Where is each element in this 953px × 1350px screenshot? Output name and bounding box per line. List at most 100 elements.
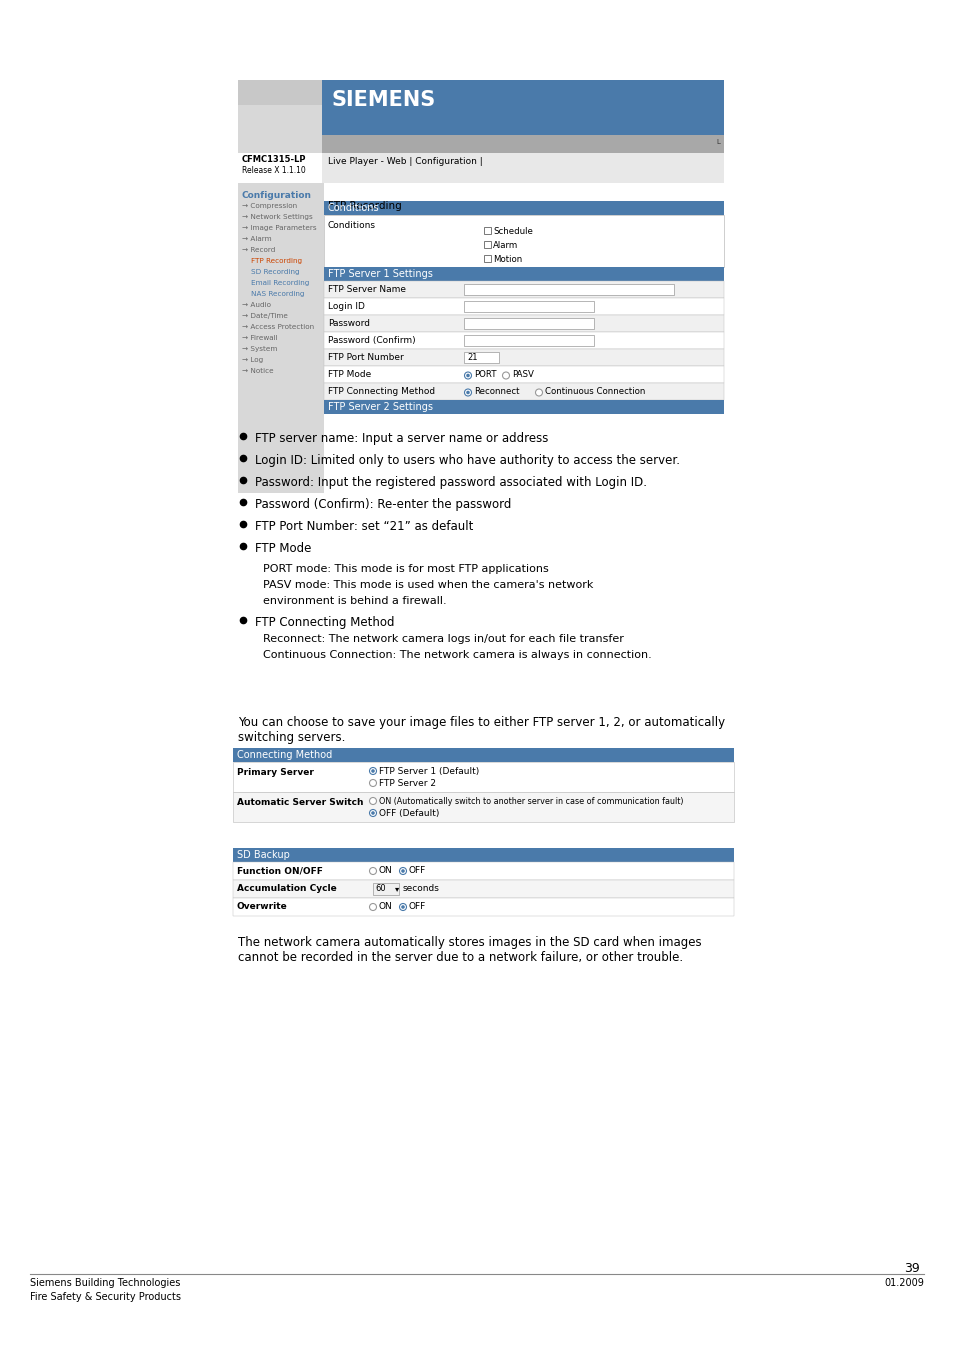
Text: FTP Recording: FTP Recording bbox=[242, 258, 302, 265]
Text: ▾: ▾ bbox=[395, 884, 399, 892]
Bar bbox=[324, 215, 723, 267]
Bar bbox=[233, 848, 733, 863]
Bar bbox=[322, 153, 723, 184]
Text: Continuous Connection: The network camera is always in connection.: Continuous Connection: The network camer… bbox=[263, 649, 651, 660]
Circle shape bbox=[369, 798, 376, 805]
Bar bbox=[237, 184, 324, 493]
Text: Schedule: Schedule bbox=[493, 227, 533, 236]
Text: → Compression: → Compression bbox=[242, 202, 296, 209]
Circle shape bbox=[369, 768, 376, 775]
Bar bbox=[233, 898, 733, 917]
Circle shape bbox=[399, 868, 406, 875]
Text: Reconnect: Reconnect bbox=[474, 387, 519, 396]
Bar bbox=[463, 284, 673, 296]
Text: Continuous Connection: Continuous Connection bbox=[544, 387, 644, 396]
Circle shape bbox=[401, 906, 404, 909]
Circle shape bbox=[466, 390, 469, 394]
Text: ON: ON bbox=[378, 865, 393, 875]
Text: Configuration: Configuration bbox=[242, 190, 312, 200]
Text: 39: 39 bbox=[903, 1262, 919, 1274]
Text: The network camera automatically stores images in the SD card when images
cannot: The network camera automatically stores … bbox=[237, 936, 700, 964]
Text: OFF (Default): OFF (Default) bbox=[378, 809, 439, 818]
Text: OFF: OFF bbox=[409, 865, 426, 875]
Text: SIEMENS: SIEMENS bbox=[332, 90, 436, 109]
Bar bbox=[324, 366, 723, 383]
Text: Connecting Method: Connecting Method bbox=[236, 751, 332, 760]
Bar bbox=[483, 227, 491, 234]
Bar bbox=[463, 319, 594, 329]
Text: seconds: seconds bbox=[402, 884, 439, 892]
Text: 21: 21 bbox=[467, 352, 477, 362]
Text: Reconnect: The network camera logs in/out for each file transfer: Reconnect: The network camera logs in/ou… bbox=[263, 634, 623, 644]
Text: FTP Server 1 Settings: FTP Server 1 Settings bbox=[328, 269, 433, 279]
Text: FTP Server 2: FTP Server 2 bbox=[378, 779, 436, 788]
Text: FTP Port Number: set “21” as default: FTP Port Number: set “21” as default bbox=[254, 520, 473, 533]
Text: Fire Safety & Security Products: Fire Safety & Security Products bbox=[30, 1292, 181, 1301]
Bar bbox=[483, 255, 491, 262]
Text: OFF: OFF bbox=[409, 902, 426, 911]
Bar bbox=[324, 281, 723, 298]
Text: Password: Input the registered password associated with Login ID.: Password: Input the registered password … bbox=[254, 477, 646, 489]
Bar bbox=[324, 383, 723, 400]
Text: Alarm: Alarm bbox=[493, 242, 517, 250]
Bar bbox=[373, 883, 398, 895]
Bar bbox=[324, 315, 723, 332]
Text: → Audio: → Audio bbox=[242, 302, 271, 308]
Text: PORT: PORT bbox=[474, 370, 496, 379]
Text: Accumulation Cycle: Accumulation Cycle bbox=[236, 884, 336, 892]
Bar bbox=[324, 350, 723, 366]
Bar bbox=[463, 352, 498, 363]
Bar bbox=[237, 105, 322, 153]
Bar bbox=[463, 335, 594, 346]
Text: ON (Automatically switch to another server in case of communication fault): ON (Automatically switch to another serv… bbox=[378, 796, 682, 806]
Text: CFMC1315-LP: CFMC1315-LP bbox=[242, 155, 306, 163]
Text: Release X 1.1.10: Release X 1.1.10 bbox=[242, 166, 305, 176]
Text: FTP Connecting Method: FTP Connecting Method bbox=[254, 616, 395, 629]
Circle shape bbox=[502, 373, 509, 379]
Text: NAS Recording: NAS Recording bbox=[242, 292, 304, 297]
Text: → Log: → Log bbox=[242, 356, 263, 363]
Text: PASV: PASV bbox=[512, 370, 534, 379]
Bar bbox=[324, 201, 723, 215]
Text: → System: → System bbox=[242, 346, 277, 352]
Bar bbox=[233, 792, 733, 822]
Circle shape bbox=[369, 903, 376, 910]
Bar bbox=[237, 80, 322, 135]
Text: 60: 60 bbox=[375, 884, 385, 892]
Text: FTP Server 2 Settings: FTP Server 2 Settings bbox=[328, 402, 433, 412]
Circle shape bbox=[401, 869, 404, 873]
Circle shape bbox=[369, 779, 376, 787]
Text: Conditions: Conditions bbox=[328, 202, 379, 213]
Text: ON: ON bbox=[378, 902, 393, 911]
Text: FTP Connecting Method: FTP Connecting Method bbox=[328, 387, 435, 396]
Text: Password (Confirm): Re-enter the password: Password (Confirm): Re-enter the passwor… bbox=[254, 498, 511, 512]
Text: PASV mode: This mode is used when the camera's network: PASV mode: This mode is used when the ca… bbox=[263, 580, 593, 590]
Text: → Alarm: → Alarm bbox=[242, 236, 272, 242]
Bar bbox=[324, 400, 723, 414]
Text: Password (Confirm): Password (Confirm) bbox=[328, 336, 416, 346]
Text: Function ON/OFF: Function ON/OFF bbox=[236, 865, 322, 875]
Bar bbox=[324, 267, 723, 281]
Text: You can choose to save your image files to either FTP server 1, 2, or automatica: You can choose to save your image files … bbox=[237, 716, 724, 744]
Circle shape bbox=[464, 389, 471, 396]
Bar bbox=[463, 301, 594, 312]
Text: Login ID: Login ID bbox=[328, 302, 364, 311]
Text: SD Recording: SD Recording bbox=[242, 269, 299, 275]
Text: Live Player - Web | Configuration |: Live Player - Web | Configuration | bbox=[328, 157, 482, 166]
Text: → Notice: → Notice bbox=[242, 369, 274, 374]
Text: FTP Server Name: FTP Server Name bbox=[328, 285, 406, 294]
Circle shape bbox=[535, 389, 542, 396]
Text: → Record: → Record bbox=[242, 247, 275, 252]
Bar bbox=[233, 761, 733, 792]
Text: FTP Mode: FTP Mode bbox=[328, 370, 371, 379]
Text: → Firewall: → Firewall bbox=[242, 335, 277, 342]
Text: environment is behind a firewall.: environment is behind a firewall. bbox=[263, 595, 446, 606]
Text: → Access Protection: → Access Protection bbox=[242, 324, 314, 329]
Bar bbox=[324, 298, 723, 315]
Text: L: L bbox=[716, 139, 720, 144]
Text: → Image Parameters: → Image Parameters bbox=[242, 225, 316, 231]
Text: Login ID: Limited only to users who have authority to access the server.: Login ID: Limited only to users who have… bbox=[254, 454, 679, 467]
Text: → Network Settings: → Network Settings bbox=[242, 215, 313, 220]
Text: 01.2009: 01.2009 bbox=[883, 1278, 923, 1288]
Text: Overwrite: Overwrite bbox=[236, 902, 288, 911]
